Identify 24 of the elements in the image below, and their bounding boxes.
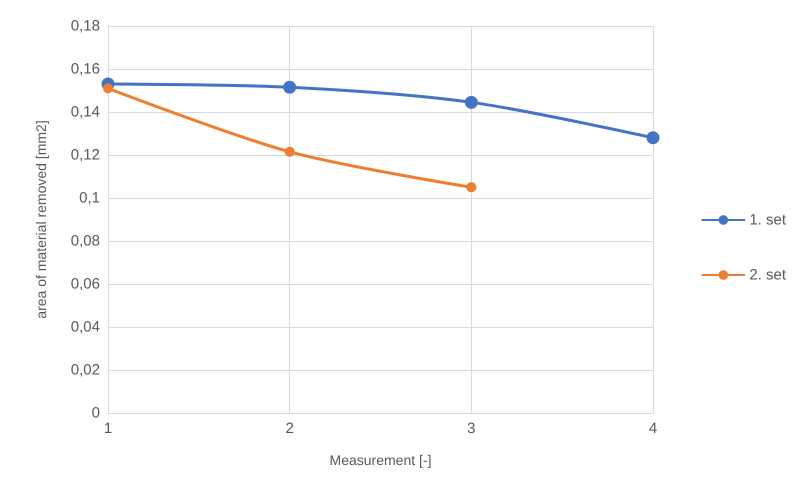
x-tick-label: 2 — [285, 420, 294, 437]
x-axis-title: Measurement [-] — [330, 452, 432, 468]
point — [464, 96, 478, 109]
point — [284, 146, 295, 157]
y-tick-label: 0,02 — [70, 362, 100, 378]
y-tick-label: 0,08 — [70, 232, 100, 250]
point — [283, 80, 296, 94]
x-tick-label: 1 — [104, 420, 112, 437]
point — [103, 83, 113, 94]
y-tick-label: 0,04 — [70, 318, 100, 336]
y-tick-label: 0,18 — [70, 18, 100, 34]
point — [646, 131, 660, 144]
legend-label: 2. set — [749, 266, 787, 284]
x-tick-label: 4 — [648, 420, 658, 437]
y-tick-label: 0,12 — [70, 146, 100, 164]
y-tick-label: 0 — [92, 404, 100, 422]
y-axis-title: area of material removed [mm2] — [33, 120, 49, 319]
y-tick-label: 0,1 — [79, 190, 100, 206]
legend-label: 1. set — [749, 212, 787, 228]
x-tick-label: 3 — [467, 420, 476, 437]
point — [466, 182, 476, 192]
y-tick-label: 0,06 — [70, 276, 100, 292]
y-tick-label: 0,16 — [70, 60, 100, 78]
y-tick-label: 0,14 — [70, 104, 100, 120]
